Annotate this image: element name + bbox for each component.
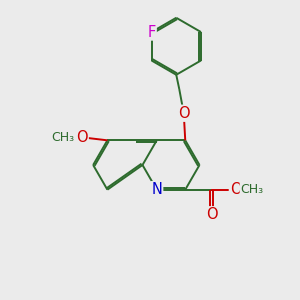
Text: O: O (76, 130, 88, 145)
Text: O: O (230, 182, 242, 197)
Text: O: O (178, 106, 190, 121)
Text: CH₃: CH₃ (241, 183, 264, 196)
Text: O: O (206, 207, 217, 222)
Text: F: F (147, 25, 156, 40)
Text: N: N (151, 182, 162, 197)
Text: CH₃: CH₃ (52, 131, 75, 144)
